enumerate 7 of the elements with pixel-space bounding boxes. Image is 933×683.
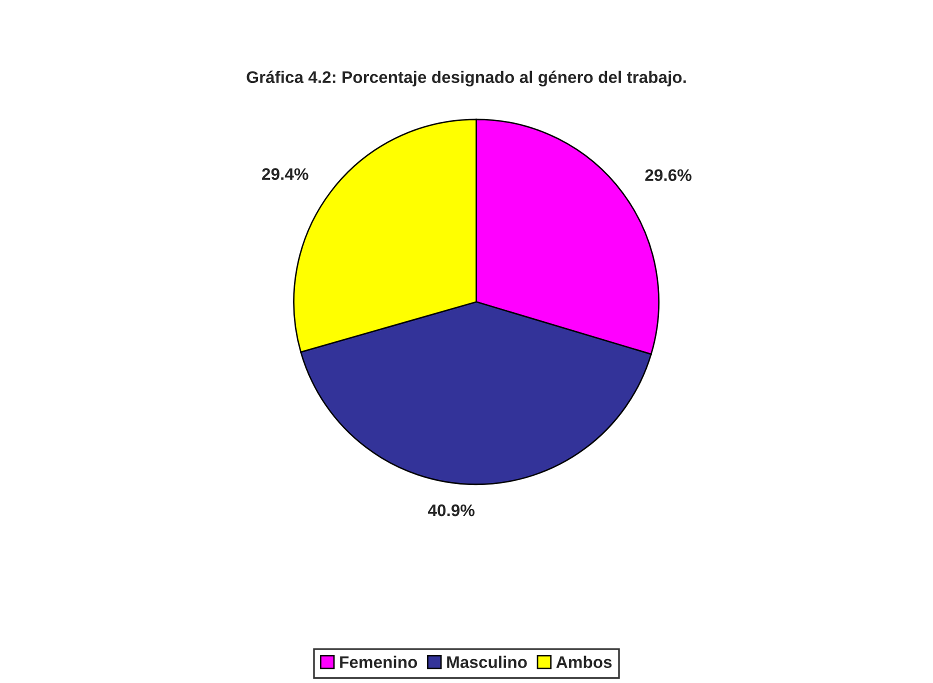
- data-label: 29.4%: [262, 168, 308, 180]
- legend-label: Femenino: [340, 656, 418, 668]
- chart-title: Gráfica 4.2: Porcentaje designado al género del trabajo.: [246, 70, 686, 86]
- legend-label: Masculino: [447, 656, 527, 668]
- data-label: 29.6%: [645, 169, 692, 182]
- legend-label: Ambos: [556, 656, 612, 668]
- data-label: 40.9%: [428, 504, 475, 516]
